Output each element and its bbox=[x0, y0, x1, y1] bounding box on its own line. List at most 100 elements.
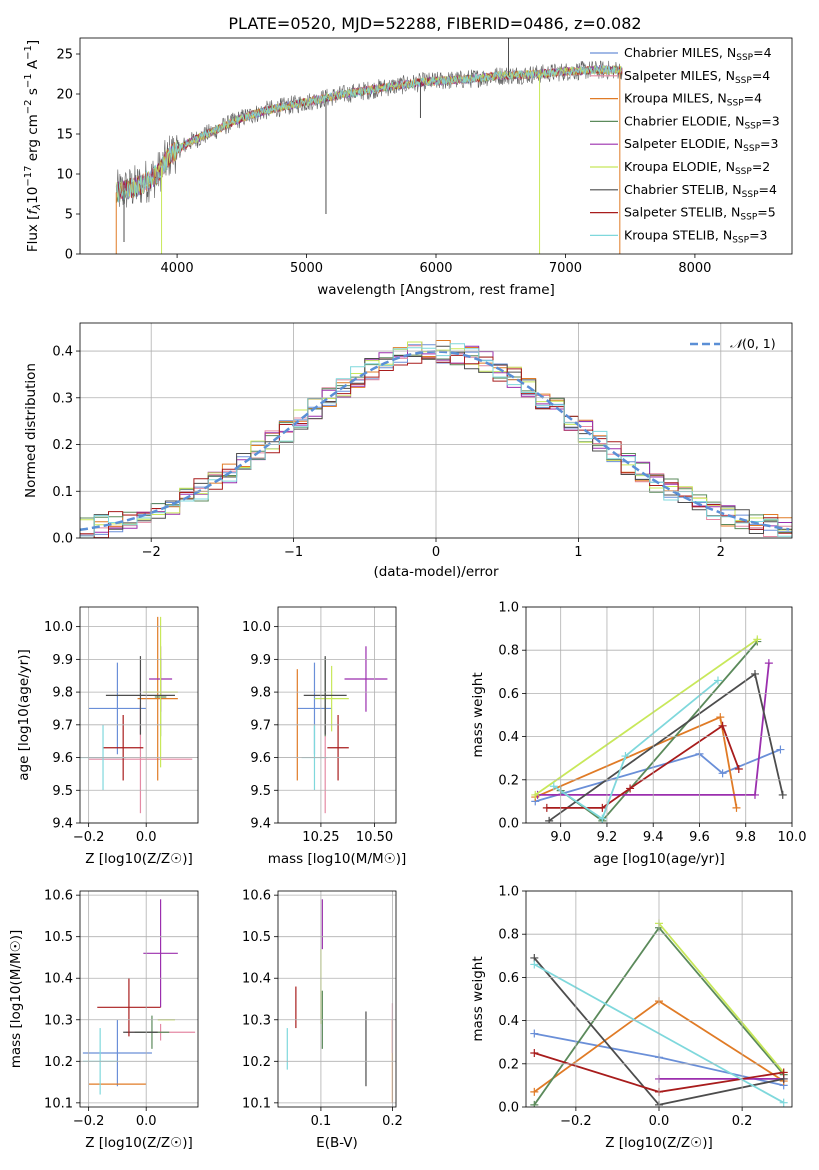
x-tick-label: 9.0 bbox=[550, 830, 571, 845]
legend-item: Salpeter ELODIE, NSSP=3 bbox=[590, 136, 778, 154]
axes-frame bbox=[79, 322, 793, 539]
y-axis-label: age [log10(age/yr)] bbox=[16, 649, 32, 781]
y-tick-label: 10.3 bbox=[44, 1013, 73, 1028]
axes-frame bbox=[79, 37, 793, 255]
x-tick-label: 0.2 bbox=[382, 1114, 403, 1129]
weight-marker bbox=[545, 816, 554, 823]
weight-line-kroupa_elodie bbox=[658, 922, 785, 1073]
spectrum-line-chabrier_stelib bbox=[115, 60, 623, 208]
weight-line-chabrier_elodie bbox=[560, 641, 758, 823]
weight-marker bbox=[530, 1087, 539, 1096]
y-tick-label: 0.2 bbox=[498, 773, 519, 788]
errorbar-salpeter_stelib bbox=[103, 715, 144, 781]
errorbar-salpeter_stelib bbox=[97, 978, 161, 1037]
y-tick-label: 10.3 bbox=[242, 1013, 271, 1028]
errorbar-chabrier_miles bbox=[82, 1019, 152, 1087]
y-tick-label: 10.1 bbox=[44, 1096, 73, 1111]
errorbar-salpeter_stelib bbox=[327, 715, 349, 781]
x-axis-label: wavelength [Angstrom, rest frame] bbox=[317, 282, 555, 298]
y-tick-label: 9.6 bbox=[52, 751, 73, 766]
weight-marker bbox=[530, 1100, 539, 1107]
y-tick-label: 10.2 bbox=[44, 1055, 73, 1070]
y-tick-label: 0.4 bbox=[52, 345, 73, 360]
x-axis-label: mass [log10(M/M☉)] bbox=[268, 851, 407, 867]
y-tick-label: 9.4 bbox=[52, 817, 73, 832]
weight-marker bbox=[626, 784, 635, 793]
y-axis-label: Normed distribution bbox=[23, 363, 39, 498]
legend-item: Chabrier STELIB, NSSP=4 bbox=[590, 182, 777, 200]
y-tick-label: 9.6 bbox=[250, 751, 271, 766]
x-tick-label: 2 bbox=[717, 545, 725, 560]
panel-mass_vs_ebv: 0.1 0.2 10.1 10.2 10.3 10.4 10.5 10.6 E(B-V) bbox=[242, 889, 403, 1151]
y-tick-label: 9.8 bbox=[52, 686, 73, 701]
x-tick-label: 0.0 bbox=[136, 830, 157, 845]
weight-marker bbox=[718, 769, 727, 778]
legend-item: Kroupa ELODIE, NSSP=2 bbox=[590, 159, 770, 177]
weight-marker bbox=[779, 1098, 788, 1107]
errorbar-kroupa_elodie bbox=[314, 665, 349, 732]
x-tick-label: 0.2 bbox=[732, 1114, 753, 1129]
weight-marker bbox=[713, 676, 722, 685]
errorbar-salpeter_elodie bbox=[344, 646, 388, 712]
y-tick-label: 10.5 bbox=[242, 930, 271, 945]
y-tick-label: 0 bbox=[65, 248, 73, 263]
legend-label: 𝒩(0, 1) bbox=[730, 336, 776, 351]
x-axis-label: (data-model)/error bbox=[373, 564, 499, 580]
legend-item: Salpeter STELIB, NSSP=5 bbox=[590, 205, 776, 223]
legend-item: Kroupa STELIB, NSSP=3 bbox=[590, 227, 768, 245]
x-tick-label: 4000 bbox=[161, 261, 194, 276]
y-tick-label: 10.0 bbox=[44, 620, 73, 635]
y-tick-label: 0.6 bbox=[498, 687, 519, 702]
weight-marker bbox=[716, 713, 725, 722]
x-tick-label: 1 bbox=[574, 545, 582, 560]
y-tick-label: 0.0 bbox=[498, 817, 519, 832]
weight-marker bbox=[598, 814, 607, 823]
y-tick-label: 0.0 bbox=[52, 532, 73, 547]
y-tick-label: 25 bbox=[56, 48, 73, 63]
y-tick-label: 9.7 bbox=[250, 718, 271, 733]
x-tick-label: −0.2 bbox=[73, 830, 105, 845]
y-tick-label: 0.1 bbox=[52, 485, 73, 500]
y-tick-label: 9.4 bbox=[250, 817, 271, 832]
x-tick-label: −1 bbox=[284, 545, 303, 560]
plot-area bbox=[286, 899, 394, 1103]
plot-area bbox=[115, 38, 623, 254]
weight-marker bbox=[531, 790, 540, 799]
axes-frame bbox=[277, 606, 397, 824]
legend-label: Salpeter ELODIE, NSSP=3 bbox=[624, 136, 778, 154]
legend-label: Chabrier ELODIE, NSSP=3 bbox=[624, 113, 780, 131]
weight-marker bbox=[549, 782, 558, 791]
y-tick-label: 9.7 bbox=[52, 718, 73, 733]
x-axis-label: Z [log10(Z/Z☉)] bbox=[605, 1135, 713, 1151]
x-tick-label: 10.50 bbox=[356, 830, 393, 845]
x-tick-label: 10.25 bbox=[302, 830, 339, 845]
legend-label: Salpeter MILES, NSSP=4 bbox=[624, 68, 770, 86]
y-tick-label: 20 bbox=[56, 88, 73, 103]
panel-age_vs_Z: −0.2 0.0 9.4 9.5 9.6 9.7 9.8 9.9 10.0 Z [log10(Z/… bbox=[16, 606, 199, 867]
y-tick-label: 10.0 bbox=[242, 620, 271, 635]
errorbar-chabrier_stelib bbox=[303, 656, 347, 735]
x-tick-label: −0.2 bbox=[73, 1114, 105, 1129]
weight-marker bbox=[598, 803, 607, 812]
errorbar-chabrier_miles bbox=[88, 662, 147, 755]
legend-item: Chabrier ELODIE, NSSP=3 bbox=[590, 113, 780, 131]
y-tick-label: 9.8 bbox=[250, 686, 271, 701]
x-tick-label: 5000 bbox=[290, 261, 323, 276]
axes-frame bbox=[525, 606, 793, 824]
weight-marker bbox=[764, 659, 773, 668]
weight-marker bbox=[779, 1068, 788, 1077]
legend-label: Kroupa MILES, NSSP=4 bbox=[624, 91, 762, 109]
legend-label: Kroupa ELODIE, NSSP=2 bbox=[624, 159, 770, 177]
weight-marker bbox=[753, 635, 762, 644]
x-tick-label: 0 bbox=[432, 545, 440, 560]
weight-marker bbox=[750, 669, 759, 678]
x-tick-label: 9.4 bbox=[643, 830, 664, 845]
y-tick-label: 9.5 bbox=[52, 784, 73, 799]
x-tick-label: 8000 bbox=[678, 261, 711, 276]
x-tick-label: 9.8 bbox=[735, 830, 756, 845]
plot-area bbox=[531, 635, 787, 823]
x-tick-label: −0.2 bbox=[560, 1114, 592, 1129]
y-tick-label: 15 bbox=[56, 128, 73, 143]
x-axis-label: Z [log10(Z/Z☉)] bbox=[85, 1135, 193, 1151]
x-axis-label: age [log10(age/yr)] bbox=[593, 851, 725, 867]
